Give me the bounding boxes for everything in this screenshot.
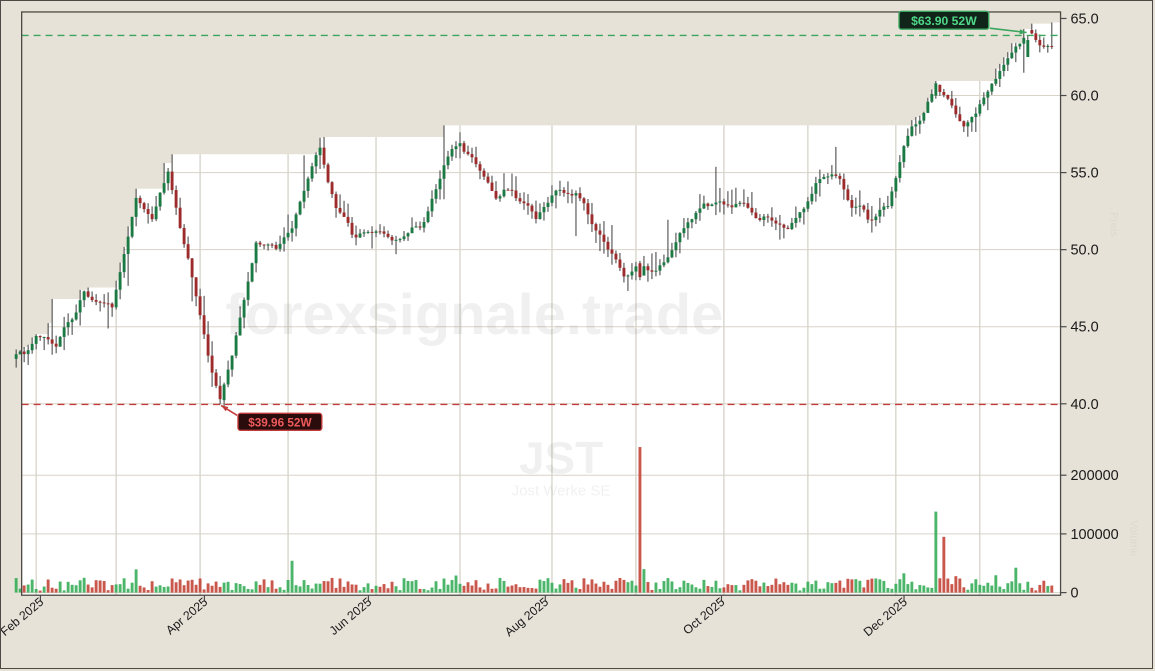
svg-text:$63.90 52W: $63.90 52W [911,14,977,28]
svg-text:45.0: 45.0 [1071,320,1099,336]
svg-text:$39.96 52W: $39.96 52W [248,416,312,429]
svg-text:60.0: 60.0 [1071,88,1099,104]
svg-text:100000: 100000 [1071,527,1119,543]
svg-text:Volume: Volume [1127,520,1139,557]
svg-text:200000: 200000 [1071,468,1119,484]
svg-text:0: 0 [1071,586,1079,602]
svg-text:50.0: 50.0 [1071,243,1099,259]
svg-text:JST: JST [519,432,603,484]
svg-text:65.0: 65.0 [1071,11,1099,27]
svg-text:Preis: Preis [1107,212,1119,237]
svg-text:Jost Werke SE: Jost Werke SE [512,483,611,500]
svg-text:40.0: 40.0 [1071,397,1099,413]
svg-text:forexsignale.trade: forexsignale.trade [225,283,723,347]
svg-text:55.0: 55.0 [1071,166,1099,182]
